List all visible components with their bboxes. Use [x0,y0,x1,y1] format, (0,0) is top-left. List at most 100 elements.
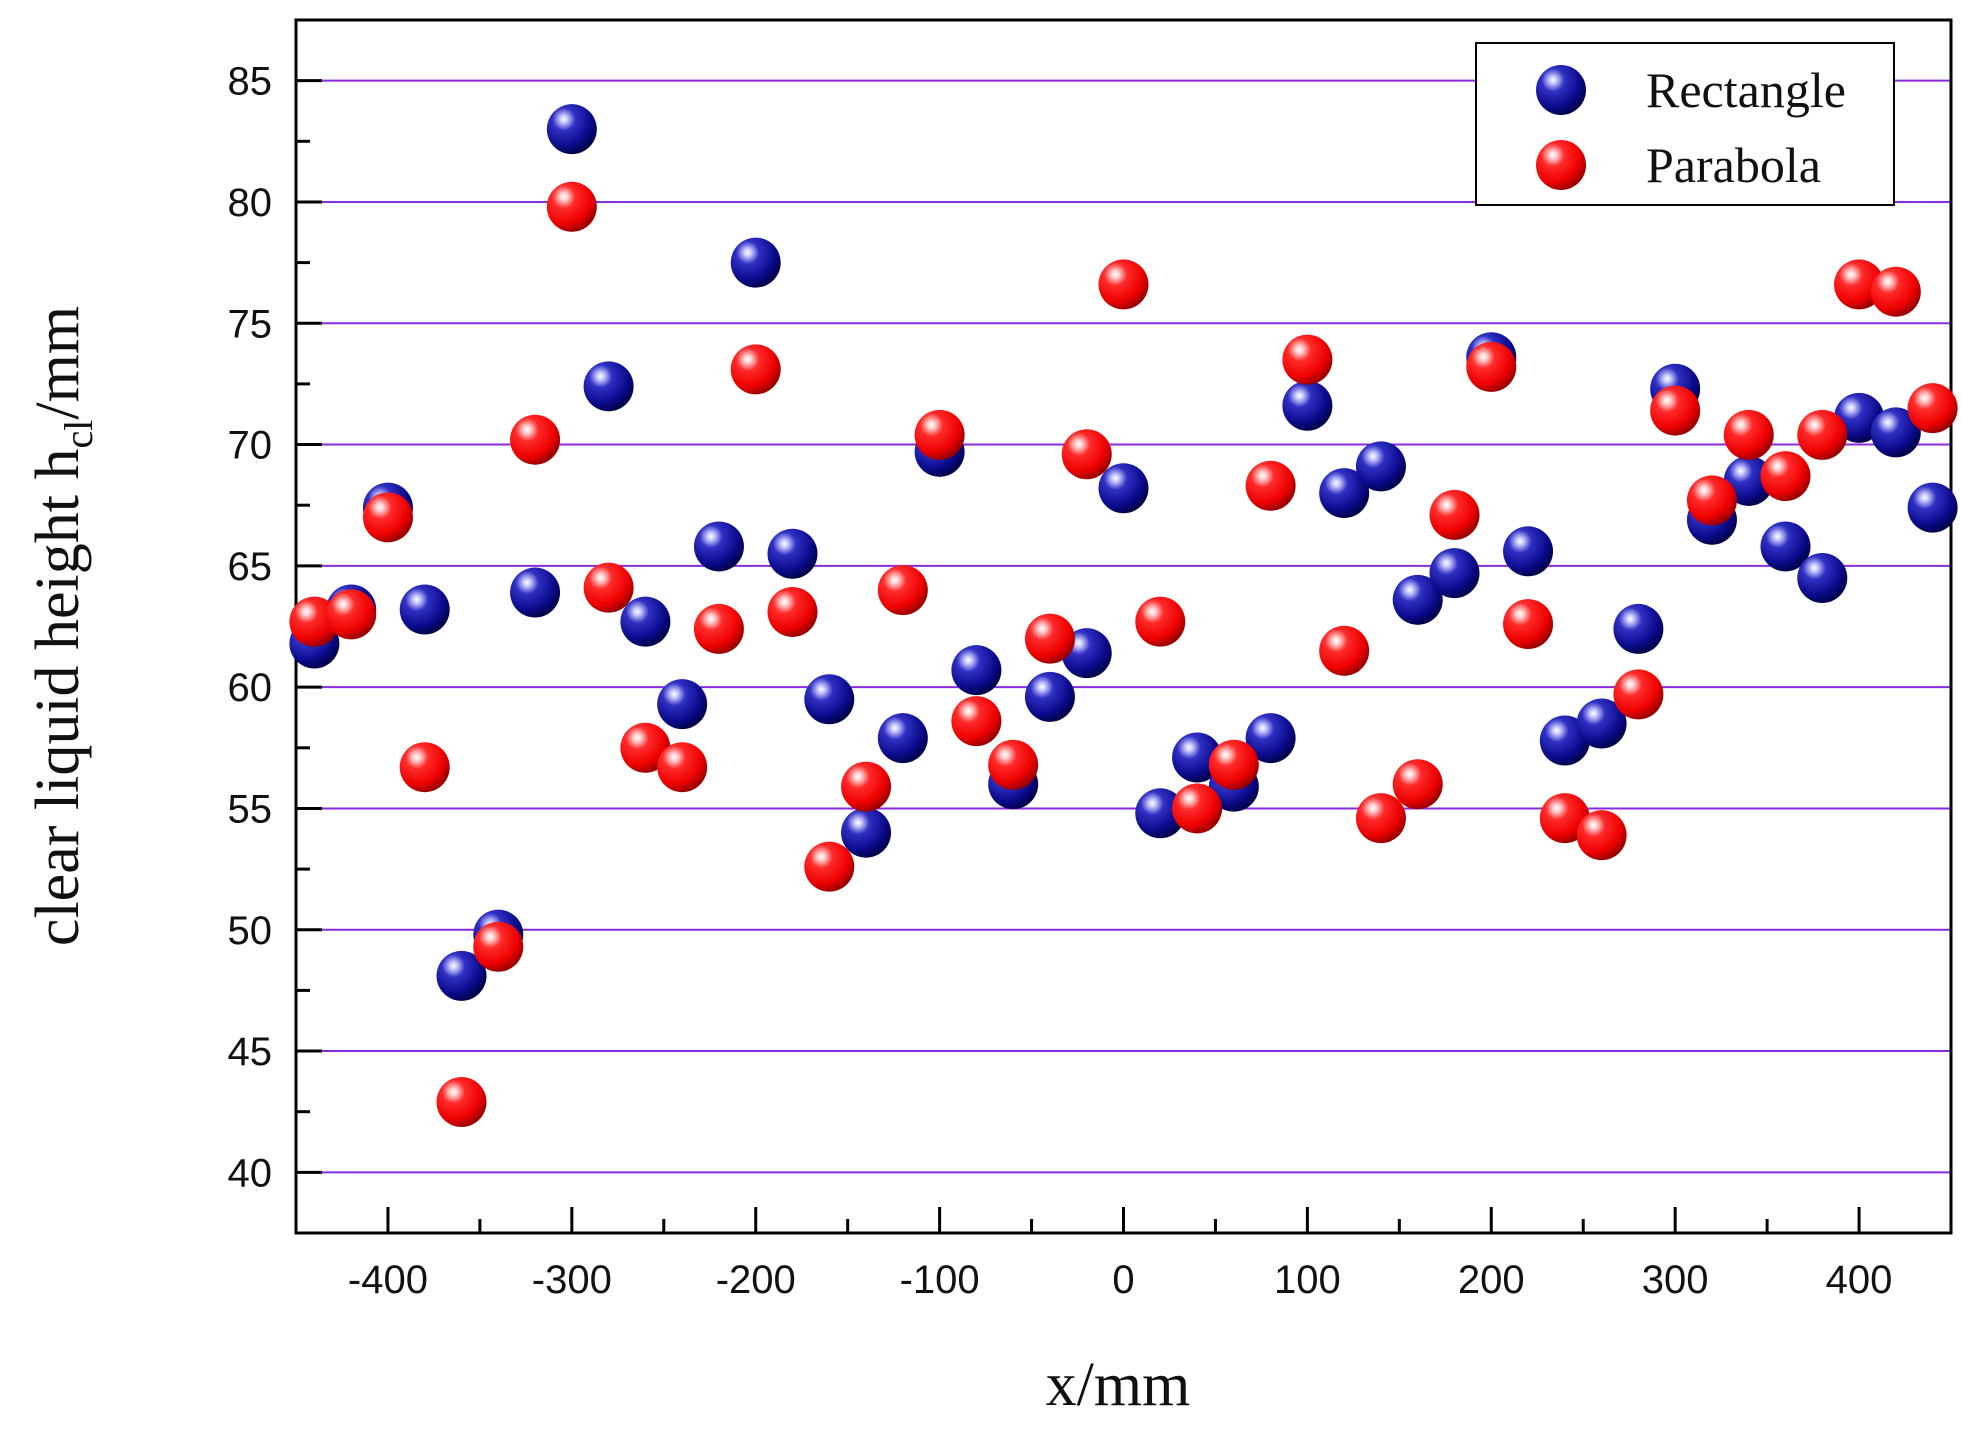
parabola-point [473,921,524,972]
legend-label-parabola: Parabola [1646,137,1821,193]
parabola-point [951,696,1002,747]
rectangle-point [510,567,561,618]
parabola-point [804,841,855,892]
y-axis-title: clear liquid height hcl/mm [24,306,101,946]
rectangle-point [583,361,634,412]
parabola-point [620,722,671,773]
y-tick-label: 85 [228,60,273,104]
parabola-point [730,344,781,395]
y-tick-label: 65 [228,545,273,589]
series-parabola [289,181,1958,1127]
parabola-point [1466,341,1517,392]
parabola-point [1723,409,1774,460]
parabola-point [1355,793,1406,844]
parabola-point [1098,259,1149,310]
y-tick-label: 45 [228,1030,273,1074]
y-tick-label: 40 [228,1151,273,1195]
parabola-point [399,742,450,793]
x-tick-label: -300 [532,1258,612,1302]
rectangle-point [877,713,928,764]
x-tick-label: 400 [1826,1258,1893,1302]
parabola-point [877,565,928,616]
rectangle-point [804,674,855,725]
y-axis-title-subscript: cl [56,420,101,449]
rectangle-point [1098,463,1149,514]
series-rectangle [289,104,1958,1001]
parabola-point [1282,334,1333,385]
x-tick-label: -200 [716,1258,796,1302]
rectangle-point [620,596,671,647]
x-tick-label: 300 [1642,1258,1709,1302]
rectangle-point [1797,552,1848,603]
legend-label-rectangle: Rectangle [1646,62,1846,118]
y-tick-label: 50 [228,909,273,953]
rectangle-point [399,584,450,635]
parabola-point [1061,429,1112,480]
rectangle-point [546,104,597,155]
rectangle-point [1870,407,1921,458]
rectangle-point [1135,788,1186,839]
x-tick-label: -100 [900,1258,980,1302]
parabola-point [1429,489,1480,540]
y-tick-label: 60 [228,666,273,710]
rectangle-point [1907,482,1958,533]
rectangle-point [693,521,744,572]
rectangle-point [1282,380,1333,431]
rectangle-point [1392,574,1443,625]
parabola-point [1907,383,1958,434]
parabola-point [583,562,634,613]
parabola-point [1135,596,1186,647]
y-axis-title-main: clear liquid height h [24,448,92,946]
rectangle-point [841,807,892,858]
parabola-point [1319,625,1370,676]
y-tick-labels: 40 45 50 55 60 65 70 75 80 85 [228,60,273,1196]
rectangle-point [1503,526,1554,577]
parabola-point [546,181,597,232]
x-tick-label: 0 [1112,1258,1134,1302]
parabola-point [1392,759,1443,810]
rectangle-point [1024,671,1075,722]
rectangle-point [1245,713,1296,764]
rectangle-point [1576,698,1627,749]
rectangle-point [767,528,818,579]
grid-lines [296,79,1951,1174]
parabola-point [1870,266,1921,317]
parabola-point [1172,783,1223,834]
y-tick-label: 70 [228,424,273,468]
parabola-point [1686,475,1737,526]
parabola-point [1797,409,1848,460]
y-tick-label: 55 [228,787,273,831]
parabola-point [436,1076,487,1127]
rectangle-point [730,237,781,288]
parabola-point [326,589,377,640]
data-points [289,104,1958,1127]
rectangle-point [1429,548,1480,599]
x-tick-label: 100 [1274,1258,1341,1302]
parabola-point [841,761,892,812]
parabola-point [1576,810,1627,861]
parabola-point [1245,460,1296,511]
rectangle-point [1760,521,1811,572]
legend: Rectangle Parabola [1475,42,1895,206]
rectangle-point [657,679,708,730]
x-tick-label: 200 [1458,1258,1525,1302]
legend-marker-parabola [1536,140,1586,190]
parabola-point [657,742,708,793]
x-tick-label: -400 [348,1258,428,1302]
parabola-point [1650,385,1701,436]
parabola-point [1503,599,1554,650]
parabola-point [693,603,744,654]
parabola-point [1208,739,1259,790]
parabola-point [914,409,965,460]
parabola-point [510,414,561,465]
parabola-point [362,492,413,543]
parabola-point [988,739,1039,790]
parabola-point [1613,669,1664,720]
rectangle-point [436,950,487,1001]
parabola-point [1760,451,1811,502]
axis-ticks [294,18,1953,1235]
rectangle-point [1613,603,1664,654]
rectangle-point [1319,468,1370,519]
legend-marker-rectangle [1536,65,1586,115]
